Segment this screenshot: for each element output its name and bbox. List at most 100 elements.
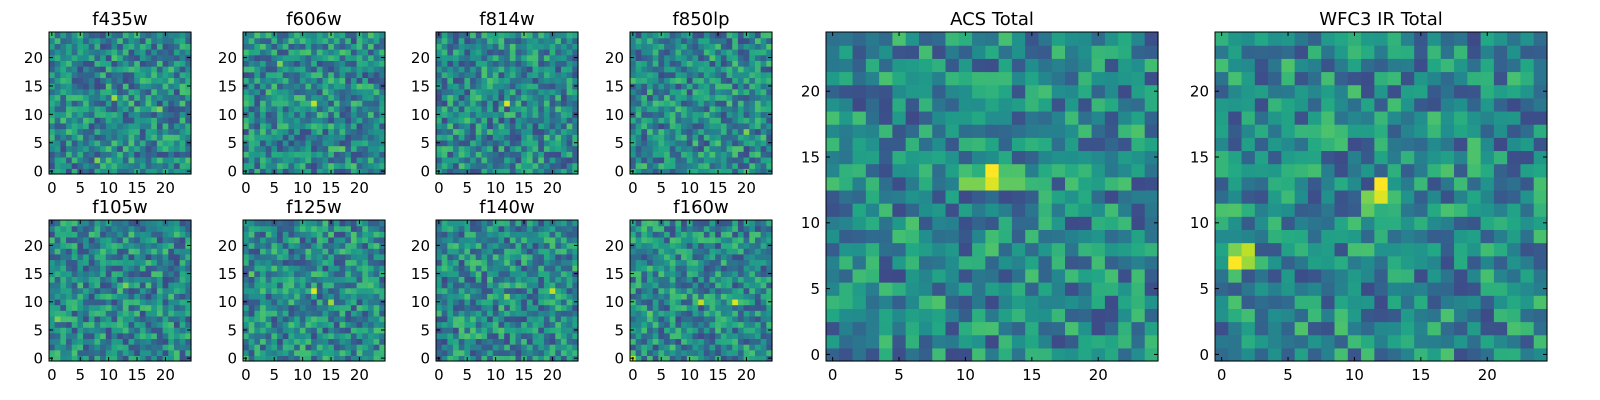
heatmap-cell	[720, 111, 728, 118]
heatmap-cell	[271, 287, 278, 294]
heatmap-cell	[754, 60, 762, 67]
heatmap-cell	[441, 168, 448, 175]
heatmap-cell	[94, 270, 101, 277]
heatmap-cell	[521, 37, 528, 44]
heatmap-cell	[641, 77, 648, 84]
heatmap-cell	[248, 83, 255, 90]
heatmap-cell	[333, 355, 341, 362]
heatmap-cell	[350, 83, 358, 90]
heatmap-cell	[282, 54, 290, 61]
heatmap-cell	[481, 304, 488, 311]
heatmap-cell	[122, 310, 130, 317]
heatmap-cell	[630, 88, 637, 96]
heatmap-cell	[117, 111, 124, 118]
heatmap-cell	[749, 111, 756, 118]
heatmap-cell	[515, 156, 522, 164]
heatmap-cell	[362, 111, 369, 118]
heatmap-cell	[754, 77, 762, 84]
heatmap-cell	[271, 231, 278, 238]
heatmap-cell	[498, 315, 505, 323]
heatmap-cell	[675, 276, 682, 283]
heatmap-cell	[669, 77, 677, 84]
heatmap-cell	[117, 248, 124, 255]
heatmap-cell	[509, 225, 517, 232]
heatmap-cell	[77, 236, 84, 244]
heatmap-cell	[282, 287, 290, 294]
heatmap-cell	[630, 66, 637, 73]
heatmap-cell	[162, 315, 169, 323]
heatmap-cell	[470, 156, 477, 164]
heatmap-cell	[117, 88, 124, 96]
heatmap-cell	[54, 287, 61, 294]
heatmap-cell	[71, 293, 78, 300]
heatmap-cell	[732, 117, 739, 124]
heatmap-cell	[436, 77, 443, 84]
heatmap-cell	[54, 60, 61, 67]
heatmap-cell	[521, 332, 528, 340]
heatmap-cell	[515, 298, 522, 306]
heatmap-cell	[743, 298, 750, 306]
heatmap-cell	[543, 122, 551, 130]
heatmap-cell	[316, 100, 324, 107]
heatmap-cell	[128, 276, 135, 283]
heatmap-cell	[345, 259, 352, 266]
heatmap-cell	[260, 321, 267, 328]
heatmap-cell	[572, 248, 579, 255]
heatmap-cell	[105, 259, 113, 266]
heatmap-cell	[543, 49, 551, 56]
heatmap-cell	[71, 321, 78, 328]
heatmap-cell	[635, 128, 642, 135]
heatmap-cell	[282, 220, 290, 227]
heatmap-cell	[162, 54, 169, 61]
heatmap-cell	[100, 236, 107, 244]
heatmap-cell	[333, 168, 341, 175]
heatmap-cell	[492, 225, 500, 232]
heatmap-cell	[356, 134, 363, 141]
heatmap-cell	[555, 162, 562, 169]
heatmap-cell	[373, 321, 380, 328]
heatmap-cell	[664, 338, 671, 345]
heatmap-cell	[49, 349, 56, 356]
heatmap-cell	[686, 349, 694, 356]
heatmap-cell	[185, 37, 192, 44]
heatmap-cell	[572, 60, 579, 67]
heatmap-cell	[453, 231, 460, 238]
heatmap-cell	[458, 310, 465, 317]
heatmap-cell	[560, 310, 568, 317]
heatmap-cell	[458, 298, 465, 306]
heatmap-cell	[475, 265, 483, 272]
heatmap-cell	[464, 37, 471, 44]
heatmap-cell	[156, 168, 164, 175]
heatmap-cell	[504, 327, 511, 334]
heatmap-cell	[698, 162, 705, 169]
heatmap-cell	[173, 117, 181, 124]
heatmap-cell	[88, 282, 96, 289]
heatmap-cell	[128, 134, 135, 141]
heatmap-cell	[260, 332, 267, 340]
heatmap-cell	[88, 54, 96, 61]
heatmap-cell	[345, 332, 352, 340]
heatmap-cell	[675, 156, 682, 164]
heatmap-cell	[509, 349, 517, 356]
heatmap-cell	[322, 117, 329, 124]
heatmap-cell	[521, 259, 528, 266]
heatmap-cell	[521, 60, 528, 67]
heatmap-cell	[720, 83, 728, 90]
heatmap-cell	[521, 117, 528, 124]
heatmap-cell	[122, 265, 130, 272]
heatmap-cell	[288, 265, 295, 272]
heatmap-cell	[105, 122, 113, 130]
heatmap-cell	[71, 282, 78, 289]
heatmap-cell	[305, 100, 312, 107]
heatmap-cell	[162, 248, 169, 255]
heatmap-cell	[543, 304, 551, 311]
heatmap-cell	[333, 265, 341, 272]
heatmap-cell	[555, 111, 562, 118]
heatmap-cell	[179, 349, 186, 356]
heatmap-cell	[151, 151, 158, 158]
heatmap-cell	[498, 276, 505, 283]
heatmap-cell	[350, 225, 358, 232]
heatmap-cell	[709, 298, 716, 306]
heatmap-cell	[373, 265, 380, 272]
heatmap-cell	[720, 310, 728, 317]
